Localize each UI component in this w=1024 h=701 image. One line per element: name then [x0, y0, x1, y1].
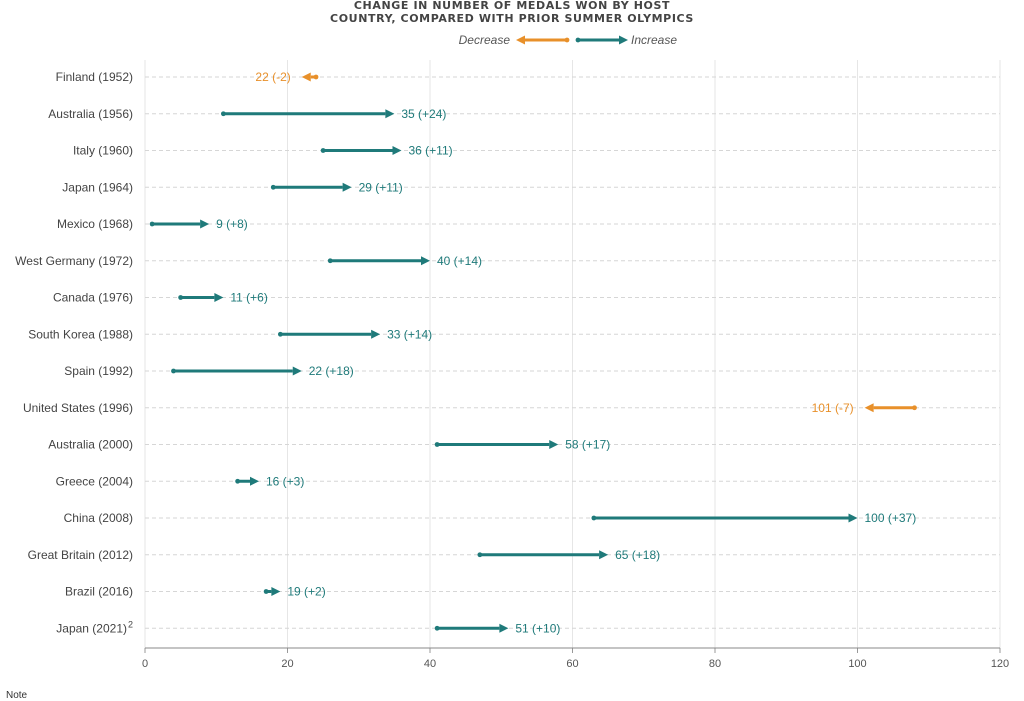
- x-tick-label: 0: [142, 658, 148, 670]
- row-value-label: 22 (+18): [309, 364, 354, 378]
- row-label: Greece (2004): [56, 474, 133, 488]
- chart-title-line-2: COUNTRY, COMPARED WITH PRIOR SUMMER OLYM…: [330, 12, 694, 25]
- row-arrow-head: [549, 440, 559, 449]
- row-arrow-head: [392, 146, 402, 155]
- row-label: Mexico (1968): [57, 217, 133, 231]
- row-arrow-head: [292, 366, 302, 376]
- row-arrow-head: [499, 623, 509, 633]
- row-value-label: 19 (+2): [287, 585, 325, 599]
- row-arrow-head: [421, 256, 430, 266]
- x-tick-label: 100: [848, 658, 866, 670]
- row-label: Australia (2000): [48, 438, 133, 452]
- row-value-label: 33 (+14): [387, 327, 432, 341]
- row-label: Finland (1952): [56, 70, 133, 84]
- row-arrow-head: [371, 329, 381, 339]
- note-label: Note: [6, 690, 28, 701]
- row-value-label: 16 (+3): [266, 474, 304, 488]
- x-tick-label: 40: [424, 658, 436, 670]
- row-value-label: 36 (+11): [409, 144, 453, 158]
- row-arrow-head: [864, 403, 874, 413]
- x-tick-label: 20: [281, 658, 293, 670]
- row-arrow-head: [599, 550, 609, 560]
- row-arrow-head: [301, 72, 311, 82]
- row-value-label: 35 (+24): [401, 107, 446, 121]
- chart-title-line-1: CHANGE IN NUMBER OF MEDALS WON BY HOST: [353, 0, 671, 12]
- row-label: Italy (1960): [73, 144, 133, 158]
- row-value-label: 29 (+11): [359, 180, 403, 194]
- row-arrow-head: [848, 513, 858, 523]
- row-arrow-head: [342, 182, 352, 192]
- row-label: China (2008): [64, 511, 133, 525]
- legend-increase-label: Increase: [631, 33, 677, 47]
- row-value-label: 40 (+14): [437, 254, 482, 268]
- row-label: West Germany (1972): [15, 254, 133, 268]
- x-tick-label: 80: [709, 658, 721, 670]
- row-label: Canada (1976): [53, 291, 133, 305]
- row-label: Brazil (2016): [65, 585, 133, 599]
- row-label: Great Britain (2012): [28, 548, 133, 562]
- row-arrow-head: [271, 587, 281, 596]
- row-label: Australia (1956): [48, 107, 133, 121]
- x-tick-label: 60: [566, 658, 578, 670]
- legend-decrease-label: Decrease: [459, 33, 511, 47]
- row-value-label: 100 (+37): [865, 511, 917, 525]
- row-arrow-head: [385, 109, 395, 119]
- row-arrow-head: [250, 476, 259, 486]
- row-value-label: 22 (-2): [255, 70, 290, 84]
- row-value-label: 9 (+8): [216, 217, 248, 231]
- row-value-label: 101 (-7): [812, 401, 854, 415]
- x-tick-label: 120: [991, 658, 1009, 670]
- row-label-superscript: 2: [128, 619, 133, 629]
- row-value-label: 51 (+10): [515, 621, 560, 635]
- row-label: Spain (1992): [64, 364, 133, 378]
- row-label: Japan (2021): [56, 621, 127, 635]
- row-value-label: 65 (+18): [615, 548, 660, 562]
- row-label: United States (1996): [23, 401, 133, 415]
- row-arrow-head: [214, 293, 224, 302]
- row-value-label: 58 (+17): [565, 438, 610, 452]
- legend-increase-arrow-head: [619, 35, 628, 45]
- row-arrow-head: [200, 219, 210, 229]
- row-label: South Korea (1988): [28, 327, 133, 341]
- legend-decrease-arrow-head: [516, 35, 525, 45]
- row-label: Japan (1964): [62, 180, 133, 194]
- row-value-label: 11 (+6): [230, 291, 267, 305]
